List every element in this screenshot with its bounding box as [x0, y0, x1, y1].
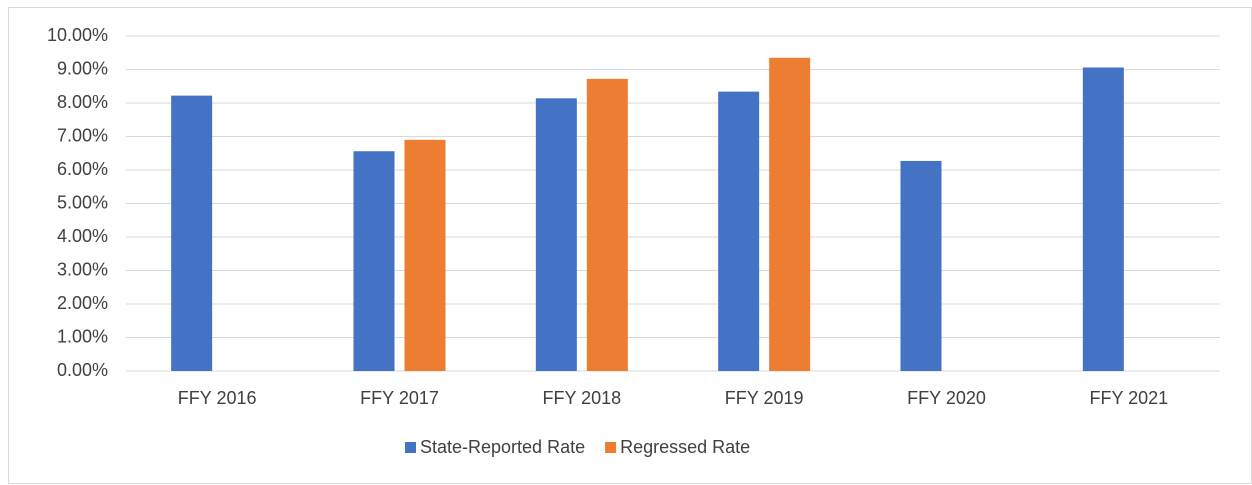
y-tick-label: 0.00%: [57, 360, 108, 380]
y-tick-label: 4.00%: [57, 226, 108, 246]
bar: [769, 57, 811, 372]
legend-label: Regressed Rate: [620, 437, 750, 457]
bar: [535, 98, 577, 371]
y-tick-label: 5.00%: [57, 192, 108, 212]
x-tick-label: FFY 2021: [1089, 388, 1168, 408]
legend-swatch: [605, 442, 617, 453]
x-tick-label: FFY 2017: [360, 388, 439, 408]
x-tick-label: FFY 2016: [178, 388, 257, 408]
legend-label: State-Reported Rate: [420, 437, 585, 457]
bar: [718, 91, 760, 372]
y-tick-label: 1.00%: [57, 326, 108, 346]
bar: [586, 78, 628, 371]
bar: [353, 151, 395, 371]
x-tick-label: FFY 2018: [542, 388, 621, 408]
y-tick-label: 3.00%: [57, 259, 108, 279]
bar: [404, 139, 446, 371]
bar: [171, 95, 213, 371]
y-tick-label: 9.00%: [57, 58, 108, 78]
chart-border: [8, 7, 1252, 484]
legend-swatch: [405, 442, 416, 453]
y-tick-label: 10.00%: [47, 25, 108, 45]
y-tick-label: 6.00%: [57, 159, 108, 179]
x-tick-label: FFY 2019: [725, 388, 804, 408]
y-tick-label: 7.00%: [57, 125, 108, 145]
y-tick-label: 2.00%: [57, 293, 108, 313]
bar: [1082, 67, 1124, 372]
y-tick-label: 8.00%: [57, 92, 108, 112]
bar: [900, 160, 942, 371]
x-tick-label: FFY 2020: [907, 388, 986, 408]
